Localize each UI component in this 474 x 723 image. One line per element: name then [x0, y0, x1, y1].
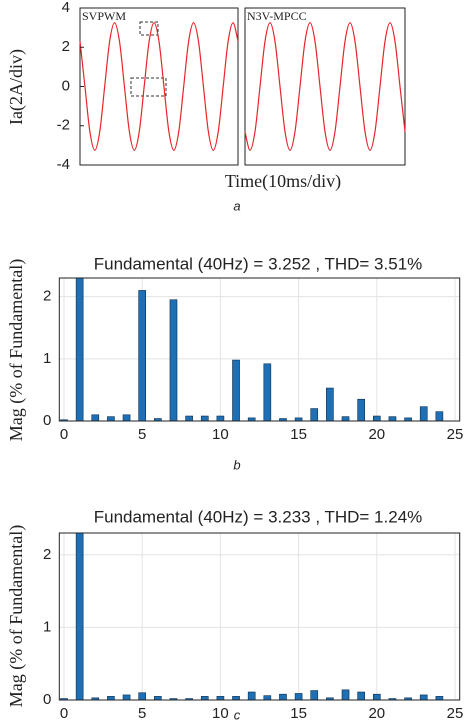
bar: [372, 415, 381, 421]
panel-label: SVPWM: [82, 9, 126, 23]
bar: [310, 690, 319, 700]
y-tick-label: -2: [57, 117, 70, 134]
bar: [294, 693, 303, 700]
current-line: [79, 22, 239, 151]
y-axis-label: Ia(2A/div): [6, 49, 27, 125]
x-tick-label: 10: [212, 426, 229, 443]
y-tick-label: 1: [43, 350, 51, 367]
bar: [122, 694, 131, 700]
bar: [169, 698, 178, 700]
bar: [75, 278, 84, 421]
bar: [169, 299, 178, 421]
bars: [60, 278, 444, 421]
x-tick-label: 5: [138, 705, 146, 722]
zoom-box: [130, 77, 167, 97]
bar: [60, 419, 68, 421]
bar: [138, 692, 147, 700]
bar: [372, 693, 381, 700]
y-tick-label: -4: [57, 156, 70, 173]
bar: [200, 696, 209, 700]
bar: [388, 416, 397, 421]
bar: [310, 408, 319, 421]
zoom-box: [139, 21, 159, 36]
x-tick-label: 15: [290, 705, 307, 722]
x-tick-label: 0: [60, 426, 68, 443]
panel-label: N3V-MPCC: [247, 9, 307, 23]
caption: b: [233, 457, 240, 472]
chart-title: Fundamental (40Hz) = 3.233 , THD= 1.24%: [94, 507, 423, 526]
bar: [107, 696, 115, 700]
bar: [185, 415, 193, 421]
x-tick-label: 5: [138, 426, 146, 443]
chart-title: Fundamental (40Hz) = 3.252 , THD= 3.51%: [94, 254, 423, 273]
bar: [341, 689, 350, 700]
bar: [247, 691, 256, 700]
bar: [107, 416, 115, 421]
y-tick-label: 4: [62, 0, 70, 16]
bar: [326, 387, 334, 421]
caption: c: [234, 707, 241, 722]
bar: [419, 406, 428, 421]
y-tick-label: 2: [43, 546, 51, 563]
bar: [232, 359, 240, 421]
caption: a: [233, 198, 240, 213]
bar: [122, 414, 131, 421]
bar: [279, 693, 287, 700]
y-tick-label: 2: [43, 288, 51, 305]
bar: [263, 363, 272, 421]
bar: [435, 411, 444, 421]
y-axis-label: Mag (% of Fundamental): [6, 525, 27, 707]
bar: [75, 533, 84, 700]
x-tick-label: 0: [60, 705, 68, 722]
bar: [138, 290, 147, 421]
x-tick-label: 20: [368, 705, 385, 722]
y-tick-label: 0: [43, 412, 51, 429]
x-axis-label: Time(10ms/div): [225, 171, 341, 192]
x-tick-label: 25: [447, 705, 464, 722]
plot-frame: [79, 7, 239, 166]
y-tick-label: 2: [62, 38, 70, 55]
y-axis-label: Mag (% of Fundamental): [6, 259, 27, 441]
plot-frame: [244, 7, 406, 166]
y-tick-label: 0: [43, 691, 51, 708]
bars: [60, 533, 444, 700]
x-tick-label: 20: [368, 426, 385, 443]
bar: [232, 696, 240, 700]
bar: [60, 698, 68, 700]
x-tick-label: 15: [290, 426, 307, 443]
y-tick-label: 0: [62, 77, 70, 94]
bar: [200, 415, 209, 421]
bar: [419, 694, 428, 700]
plot-bg: [59, 278, 460, 421]
bar: [154, 696, 162, 700]
bar: [216, 696, 225, 700]
current-line: [244, 22, 406, 151]
bar: [435, 696, 444, 700]
bar: [388, 698, 397, 700]
bar: [357, 398, 365, 421]
y-tick-label: 1: [43, 618, 51, 635]
bar: [185, 698, 193, 700]
bar: [91, 414, 100, 421]
bar: [357, 691, 365, 700]
plot-frame: [58, 532, 461, 701]
bar: [341, 416, 350, 421]
x-tick-label: 10: [212, 705, 229, 722]
plot-frame: [58, 277, 461, 422]
bar: [216, 415, 225, 421]
bar: [263, 695, 272, 700]
x-tick-label: 25: [447, 426, 464, 443]
plot-bg: [59, 533, 460, 700]
